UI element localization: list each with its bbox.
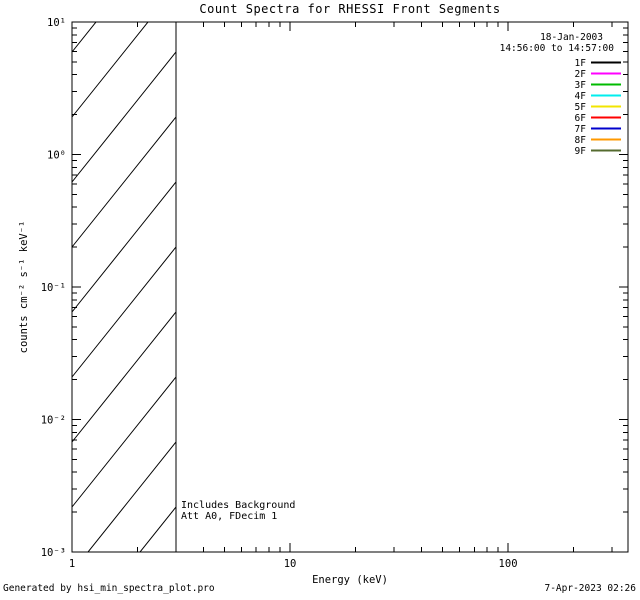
y-tick-label: 10⁻¹ [41,282,66,294]
legend-entry-label: 1F [575,58,587,69]
x-tick-label: 10 [284,558,297,570]
generated-by-text: Generated by hsi_min_spectra_plot.pro [3,583,215,594]
y-tick-label: 10¹ [47,17,66,29]
y-tick-label: 10⁰ [47,150,66,162]
annotation-includes-background: Includes Background [181,500,296,511]
annotation-attenuator-state: Att A0, FDecim 1 [181,511,278,522]
legend-entry-label: 5F [575,102,587,113]
timestamp-text: 7-Apr-2023 02:26 [544,583,636,594]
x-tick-label: 1 [69,558,75,570]
y-tick-label: 10⁻² [41,415,66,427]
legend-entry-label: 2F [575,69,587,80]
legend-entry-label: 3F [575,80,587,91]
plot-frame [71,21,629,553]
legend-entry-label: 9F [575,146,587,157]
chart-title: Count Spectra for RHESSI Front Segments [199,2,501,16]
axis-ticks [71,21,628,553]
hatch-region [72,22,177,552]
y-tick-label: 10⁻³ [41,547,66,559]
legend-entry-label: 4F [575,91,587,102]
x-tick-label: 100 [499,558,518,570]
legend-entry-label: 6F [575,113,587,124]
legend-entry-label: 8F [575,135,587,146]
y-axis-label: counts cm⁻² s⁻¹ keV⁻¹ [18,220,30,354]
legend-entry-label: 7F [575,124,587,135]
x-axis-label: Energy (keV) [312,574,388,586]
legend-date: 18-Jan-2003 [540,32,603,43]
legend-time-range: 14:56:00 to 14:57:00 [500,43,615,54]
